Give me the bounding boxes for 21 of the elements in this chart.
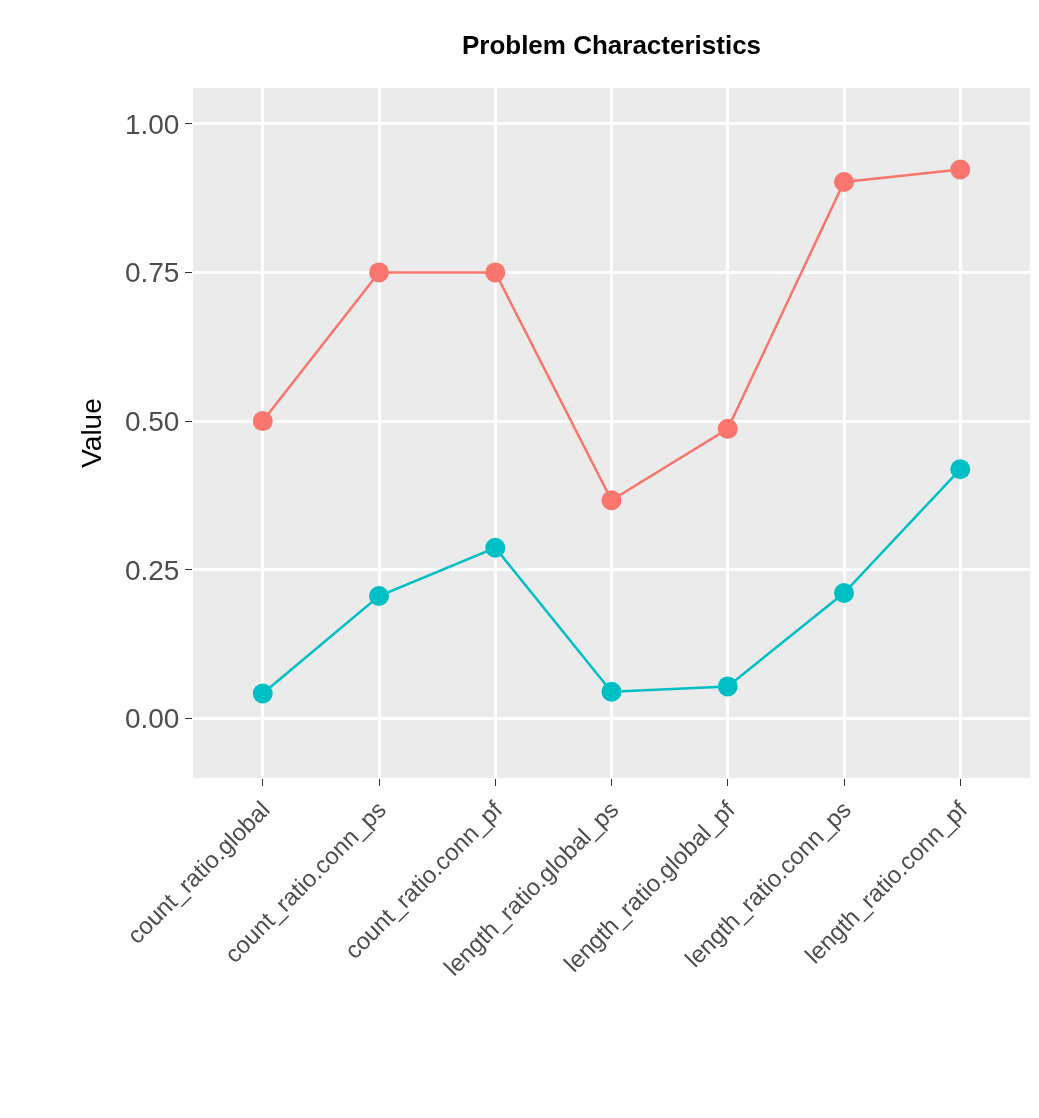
y-axis-title: Value	[75, 398, 107, 468]
point	[601, 681, 622, 702]
point	[950, 459, 971, 480]
point	[369, 262, 389, 283]
chart-title: Problem Characteristics	[461, 30, 762, 61]
point	[717, 676, 738, 697]
point	[601, 490, 622, 511]
point	[369, 585, 389, 606]
y-tick-label: 1.00	[124, 108, 180, 140]
y-tick-label: 0.50	[124, 405, 180, 437]
point	[834, 171, 854, 192]
y-tick-label: 0.25	[124, 554, 180, 586]
point	[485, 537, 506, 558]
point	[252, 683, 273, 704]
y-tick-label: 0.75	[124, 257, 180, 289]
y-tick-label: 0.00	[124, 703, 180, 735]
point	[485, 262, 506, 283]
point	[950, 159, 971, 180]
point	[834, 583, 854, 603]
point	[717, 418, 738, 439]
point	[252, 411, 273, 432]
